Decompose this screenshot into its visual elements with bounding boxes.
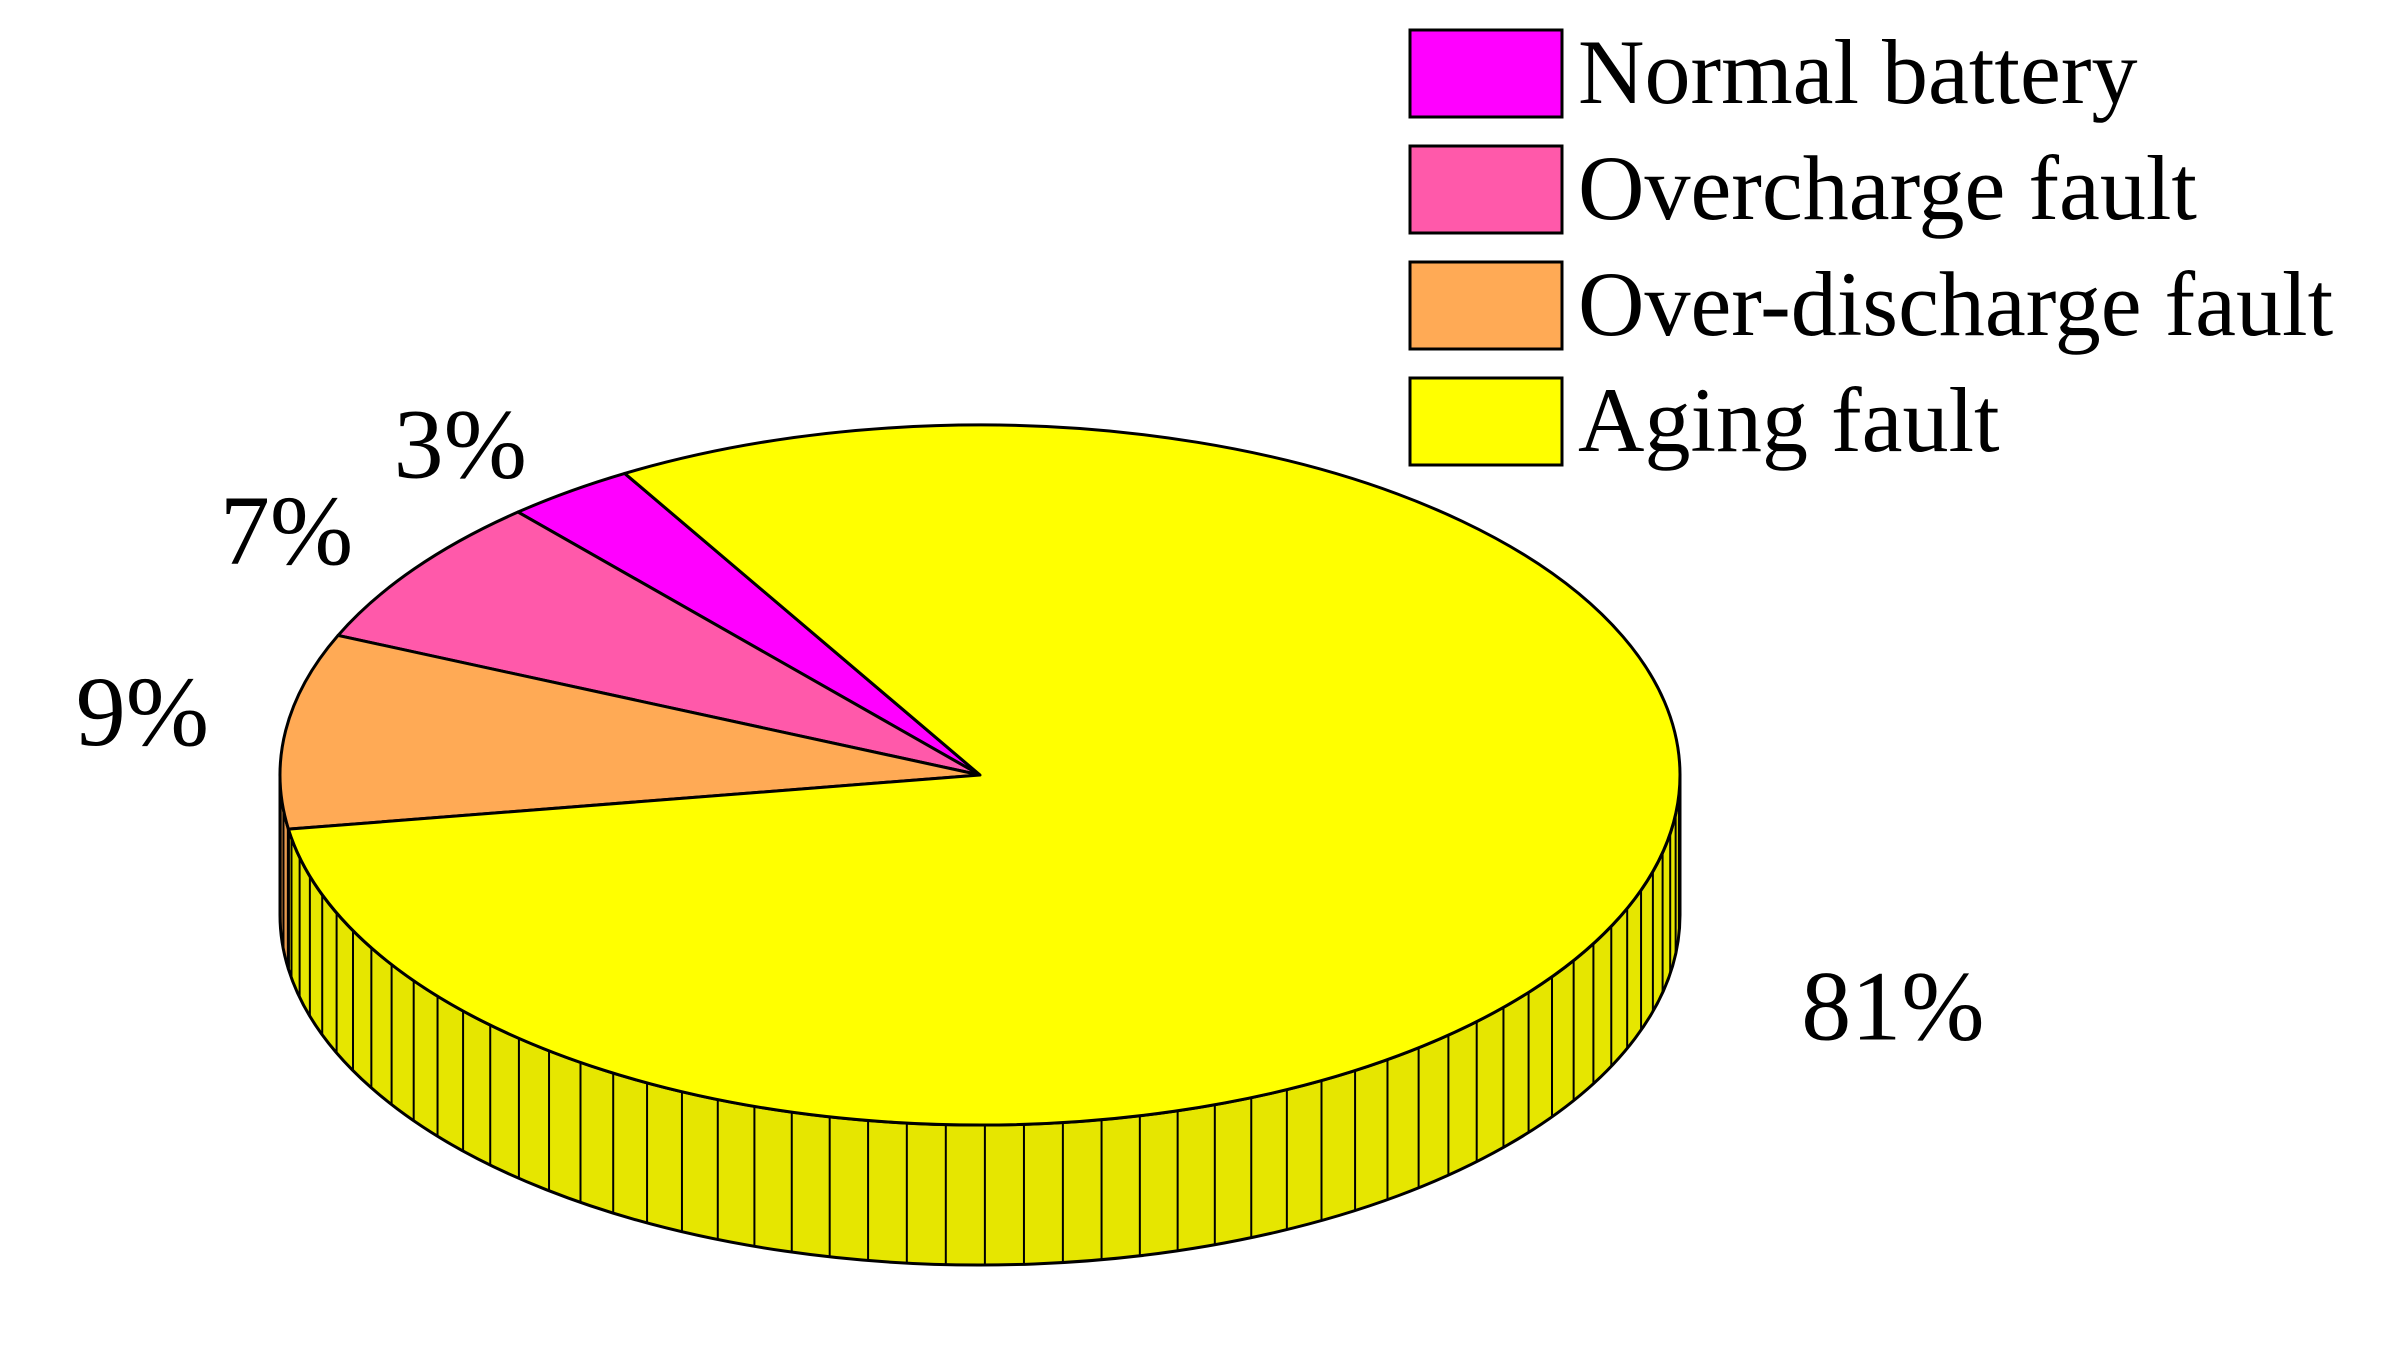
legend-entry-over-discharge-fault: Over-discharge fault: [1408, 253, 2334, 355]
slice-label-aging-fault: 81%: [1801, 951, 1984, 1062]
pie-slice-overcharge-fault: [336, 510, 982, 777]
slice-label-normal-battery: 3%: [394, 388, 527, 499]
legend-entry-normal-battery: Normal battery: [1408, 21, 2137, 123]
slice-labels: 3% 7% 9% 81%: [76, 388, 1985, 1061]
slice-label-overcharge-fault: 7%: [220, 475, 353, 586]
legend-swatch-aging-fault: [1408, 376, 1564, 467]
pie-top-face: [278, 423, 1682, 1127]
legend-entry-aging-fault: Aging fault: [1408, 369, 2000, 471]
pie-slice-over-discharge-fault: [278, 633, 982, 831]
pie-slice-aging-fault: [286, 423, 1682, 1127]
legend-label-aging-fault: Aging fault: [1578, 369, 2000, 471]
legend-swatch-overcharge-fault: [1408, 144, 1564, 235]
legend-entry-overcharge-fault: Overcharge fault: [1408, 137, 2197, 239]
slice-label-over-discharge-fault: 9%: [76, 656, 209, 767]
legend-label-over-discharge-fault: Over-discharge fault: [1578, 253, 2334, 355]
legend-label-overcharge-fault: Overcharge fault: [1578, 137, 2197, 239]
legend-swatch-over-discharge-fault: [1408, 260, 1564, 351]
legend-label-normal-battery: Normal battery: [1578, 21, 2137, 123]
legend: Normal battery Overcharge fault Over-dis…: [1408, 21, 2334, 471]
legend-swatch-normal-battery: [1408, 28, 1564, 119]
